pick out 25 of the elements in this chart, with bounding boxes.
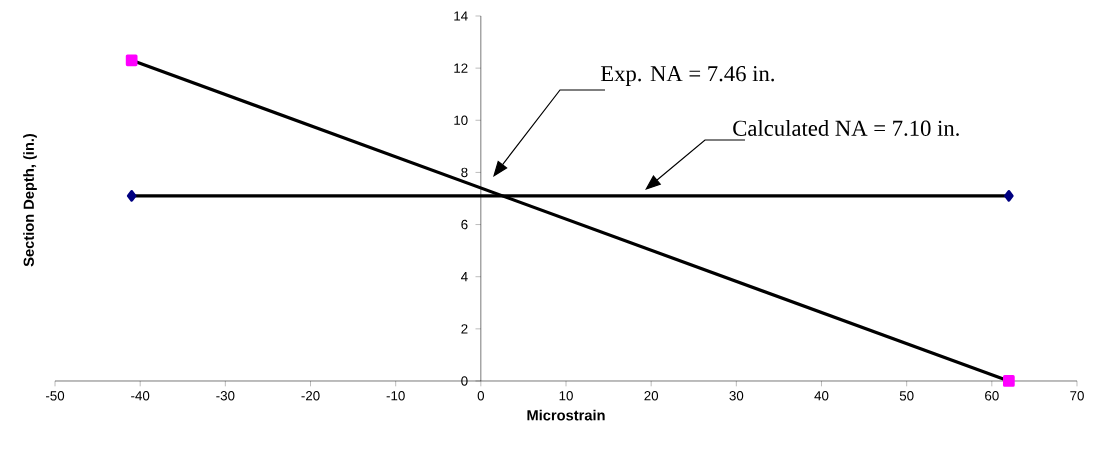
x-tick-label: -40 [131,391,150,401]
x-tick-label: 0 [477,391,485,401]
y-tick-label: 0 [461,376,468,386]
annotation: Calculated NA = 7.10 in. [733,119,959,137]
x-tick-label: -10 [386,391,405,401]
y-axis-title: Section Depth, (in.) [23,133,37,267]
y-tick-label: 14 [454,11,468,21]
x-tick-label: -20 [301,391,320,401]
x-tick-label: 70 [1070,391,1084,401]
x-tick-label: 50 [899,391,914,401]
y-tick-label: 6 [461,219,468,230]
y-tick-label: 8 [461,167,468,178]
x-tick-label: 30 [729,391,744,401]
annotation: Exp. NA = 7.46 in. [600,66,774,86]
x-tick-label: 10 [559,391,573,401]
y-tick-label: 10 [454,115,468,125]
x-tick-label: 20 [644,391,659,401]
y-tick-label: 4 [461,272,468,282]
y-tick-label: 12 [454,63,468,73]
x-tick-label: -50 [45,391,65,401]
x-tick-label: 60 [985,391,999,401]
x-tick-label: 40 [814,391,829,401]
y-tick-label: 2 [461,324,468,334]
x-tick-label: -30 [216,391,235,401]
x-axis-title: Microstrain [527,409,605,421]
